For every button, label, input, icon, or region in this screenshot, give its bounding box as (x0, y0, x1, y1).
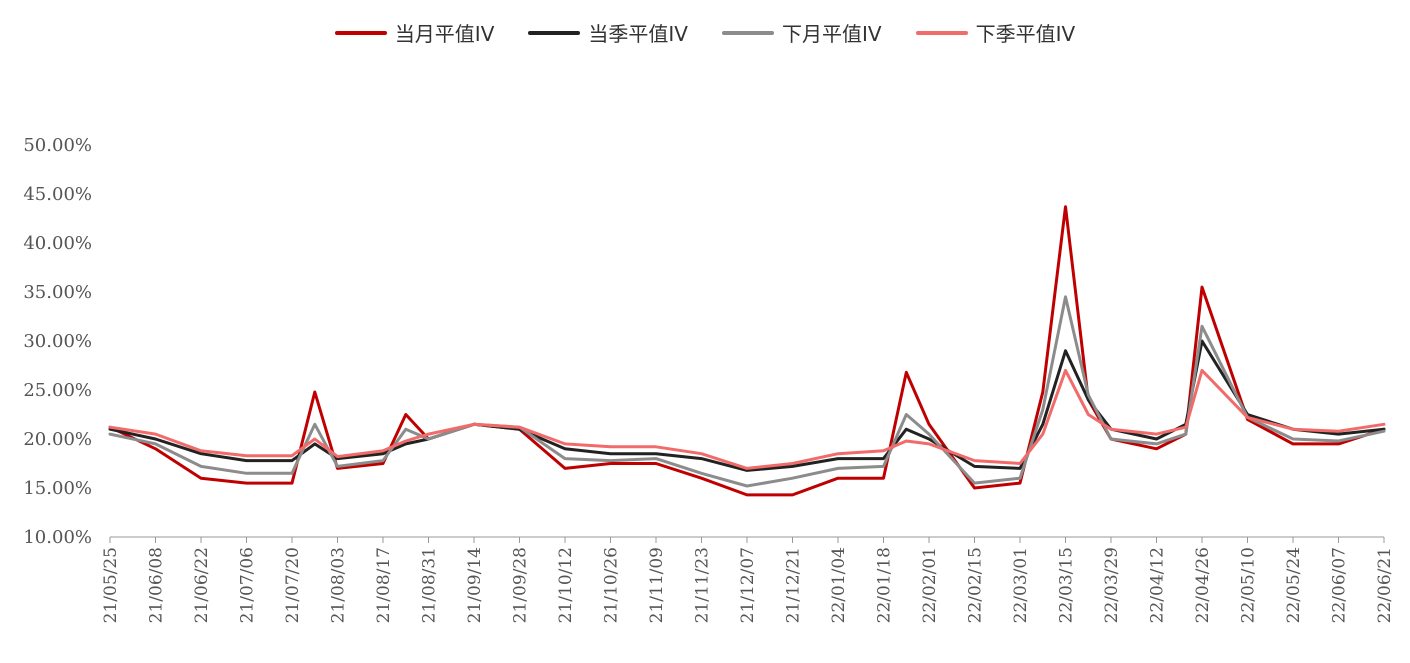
x-tick-label: 21/07/20 (283, 547, 303, 623)
y-tick-label: 50.00% (23, 135, 92, 156)
x-tick-label: 21/11/09 (647, 547, 667, 623)
x-tick-label: 22/03/29 (1102, 547, 1122, 623)
x-tick-label: 22/02/01 (920, 547, 940, 623)
x-tick-label: 21/06/22 (192, 547, 212, 623)
x-tick-label: 21/07/06 (238, 547, 258, 623)
y-tick-label: 40.00% (23, 233, 92, 254)
x-tick-label: 22/04/12 (1148, 547, 1168, 623)
x-tick-label: 22/03/15 (1057, 547, 1077, 623)
legend-swatch (722, 30, 774, 35)
x-tick-label: 21/05/25 (101, 547, 121, 623)
legend-item: 下月平值IV (722, 18, 882, 47)
x-tick-label: 22/02/15 (966, 547, 986, 623)
x-tick-label: 22/03/01 (1011, 547, 1031, 623)
x-tick-label: 21/11/23 (693, 547, 713, 623)
y-tick-label: 15.00% (23, 478, 92, 499)
x-tick-label: 21/08/31 (420, 547, 440, 623)
legend-item: 当月平值IV (334, 18, 495, 47)
legend-label: 下月平值IV (782, 22, 882, 46)
legend-label: 下季平值IV (975, 22, 1076, 46)
x-tick-label: 21/10/12 (556, 547, 576, 623)
legend-label: 当月平值IV (394, 22, 495, 46)
x-tick-label: 22/01/18 (875, 547, 895, 623)
x-tick-label: 21/06/08 (147, 547, 167, 623)
x-tick-label: 22/01/04 (829, 547, 849, 623)
x-tick-label: 21/12/21 (784, 547, 804, 623)
series-line-3 (108, 295, 1386, 488)
x-tick-label: 21/08/17 (374, 547, 394, 623)
y-tick-label: 20.00% (23, 429, 92, 450)
x-tick-label: 21/09/28 (511, 547, 531, 623)
x-tick-label: 22/05/10 (1239, 547, 1259, 623)
x-tick-label: 21/09/14 (465, 547, 485, 623)
y-tick-label: 25.00% (23, 380, 92, 401)
legend-item: 下季平值IV (915, 18, 1076, 47)
x-tick-label: 22/04/26 (1193, 547, 1213, 623)
y-tick-label: 45.00% (23, 184, 92, 205)
legend-swatch (334, 30, 387, 35)
legend-swatch (915, 30, 968, 35)
x-tick-label: 22/05/24 (1284, 547, 1304, 623)
x-tick-label: 22/06/07 (1330, 547, 1350, 623)
x-tick-label: 21/12/07 (738, 547, 758, 623)
x-tick-label: 21/08/03 (329, 547, 349, 623)
x-tick-label: 21/10/26 (602, 547, 622, 623)
y-tick-label: 30.00% (23, 331, 92, 352)
legend-item: 当季平值IV (528, 18, 688, 47)
legend-label: 当季平值IV (588, 22, 688, 46)
x-tick-label: 22/06/21 (1375, 547, 1395, 623)
legend-swatch (528, 30, 581, 35)
series-line-4 (108, 368, 1386, 470)
series-line-1 (108, 205, 1386, 497)
chart-legend: 当月平值IV 当季平值IV 下月平值IV 下季平值IV (0, 18, 1410, 47)
y-tick-label: 10.00% (23, 527, 92, 548)
y-tick-label: 35.00% (23, 282, 92, 303)
